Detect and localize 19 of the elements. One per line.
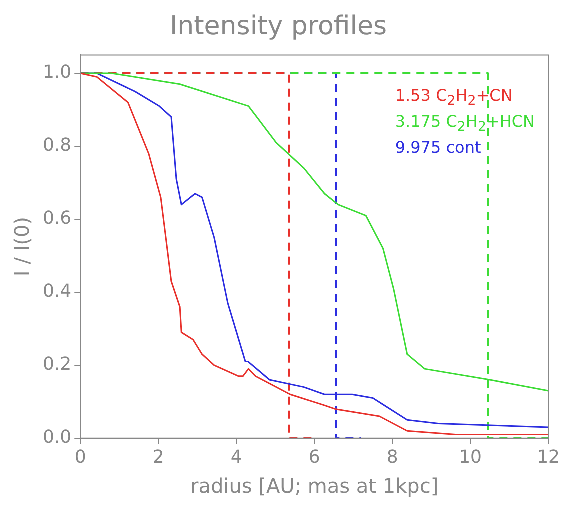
text: 3.175 C$_{2}$H$_{2}$+HCN	[395, 112, 535, 138]
y-tick-label: 0.8	[42, 135, 72, 156]
y-axis-title: I / I(0)	[10, 217, 34, 277]
x-tick-label: 8	[386, 446, 398, 468]
text: 1.53 C$_{2}$H$_{2}$+CN	[395, 86, 514, 112]
y-tick-label: 1.0	[42, 62, 72, 84]
y-tick-label: 0.2	[42, 354, 72, 376]
x-tick-label: 4	[230, 446, 242, 468]
x-tick-label: 2	[152, 446, 164, 468]
x-tick-label: 6	[308, 446, 320, 468]
x-tick-label: 10	[459, 446, 482, 468]
y-tick-label: 0.0	[42, 427, 72, 448]
y-tick-label: 0.4	[42, 281, 72, 302]
x-tick-label: 0	[74, 446, 86, 468]
text: 9.975 cont	[395, 138, 482, 158]
chart-title: Intensity profiles	[170, 11, 388, 42]
x-tick-label: 12	[537, 446, 560, 468]
y-tick-label: 0.6	[42, 208, 72, 230]
x-axis-title: radius [AU; mas at 1kpc]	[190, 474, 439, 498]
